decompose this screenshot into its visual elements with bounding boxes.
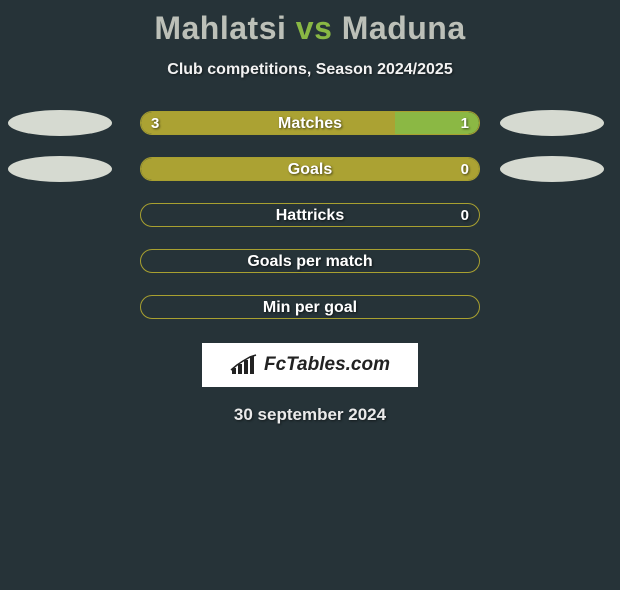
stat-row: Matches3 1 bbox=[0, 109, 620, 137]
stat-value-right: 0 bbox=[461, 158, 469, 181]
stat-bar: Goals per match bbox=[140, 249, 480, 273]
stat-label: Goals bbox=[141, 158, 479, 181]
stat-label: Matches bbox=[141, 112, 479, 135]
stat-bar: Matches3 1 bbox=[140, 111, 480, 135]
stat-bar: Goals0 bbox=[140, 157, 480, 181]
logo-text: FcTables.com bbox=[264, 354, 390, 376]
player1-name: Mahlatsi bbox=[154, 10, 286, 46]
fctables-chart-icon bbox=[230, 354, 258, 376]
comparison-title: Mahlatsi vs Maduna bbox=[0, 10, 620, 47]
stat-value-right: 0 bbox=[461, 204, 469, 227]
stat-label: Min per goal bbox=[141, 296, 479, 319]
stat-label: Hattricks bbox=[141, 204, 479, 227]
vs-text: vs bbox=[296, 10, 333, 46]
player1-oval bbox=[8, 156, 112, 182]
stat-row: Goals0 bbox=[0, 155, 620, 183]
stat-rows: Matches31Goals0Hattricks0Goals per match… bbox=[0, 109, 620, 321]
stat-label: Goals per match bbox=[141, 250, 479, 273]
stat-value-left: 3 bbox=[151, 112, 159, 135]
player2-name: Maduna bbox=[342, 10, 466, 46]
player2-oval bbox=[500, 110, 604, 136]
stat-bar: Min per goal bbox=[140, 295, 480, 319]
stat-row: Min per goal bbox=[0, 293, 620, 321]
player1-oval bbox=[8, 110, 112, 136]
subtitle: Club competitions, Season 2024/2025 bbox=[0, 61, 620, 79]
player2-oval bbox=[500, 156, 604, 182]
logo-box: FcTables.com bbox=[202, 343, 418, 387]
stat-bar: Hattricks0 bbox=[140, 203, 480, 227]
stat-value-right: 1 bbox=[461, 112, 469, 135]
stat-row: Goals per match bbox=[0, 247, 620, 275]
date-label: 30 september 2024 bbox=[0, 405, 620, 425]
stat-row: Hattricks0 bbox=[0, 201, 620, 229]
